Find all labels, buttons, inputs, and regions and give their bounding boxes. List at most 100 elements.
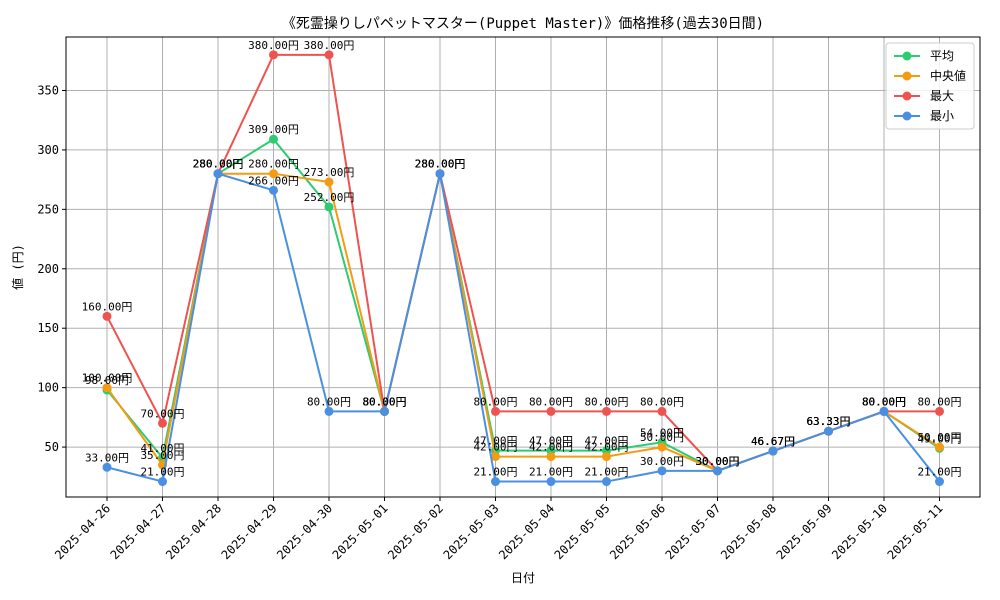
data-label-layer: 98.00円 41.00円 280.00円 309.00円 252.00円 80.00円 2… <box>82 39 962 479</box>
data-label: 63.33円 <box>806 415 850 428</box>
legend-label: 平均 <box>930 49 954 63</box>
data-point <box>269 50 278 60</box>
data-label: 46.67円 <box>751 435 795 448</box>
data-label: 30.00円 <box>695 455 739 468</box>
data-label: 63.33円 <box>806 415 850 428</box>
data-point <box>102 311 112 321</box>
data-point <box>491 406 500 416</box>
data-point <box>935 406 944 416</box>
data-label: 41.00円 <box>140 442 184 455</box>
data-label: 80.00円 <box>862 395 906 408</box>
data-point <box>491 452 500 462</box>
data-label: 280.00円 <box>193 158 244 171</box>
x-axis-label: 日付 <box>511 571 535 585</box>
data-label: 47.00円 <box>584 435 628 448</box>
data-point <box>546 452 556 462</box>
data-label: 70.00円 <box>140 407 184 420</box>
legend-item: 中央値 <box>894 68 966 83</box>
data-label: 280.00円 <box>193 158 244 171</box>
legend-label: 中央値 <box>930 68 966 83</box>
legend-box <box>885 42 975 130</box>
data-point <box>324 177 334 187</box>
data-point <box>324 406 334 416</box>
data-label: 21.00円 <box>473 466 517 479</box>
data-label: 252.00円 <box>304 191 355 204</box>
data-label: 30.00円 <box>695 455 739 468</box>
y-tick-label: 300 <box>37 143 59 157</box>
data-label: 30.00円 <box>695 455 739 468</box>
data-point <box>602 406 611 416</box>
data-label: 63.33円 <box>806 415 850 428</box>
data-label: 280.00円 <box>415 158 466 171</box>
legend-marker <box>902 51 912 61</box>
data-label: 280.00円 <box>193 158 244 171</box>
y-tick-label: 350 <box>37 83 59 97</box>
data-label: 98.00円 <box>85 374 129 387</box>
data-label: 280.00円 <box>415 158 466 171</box>
chart-title: 《死霊操りしパペットマスター(Puppet Master)》価格推移(過去30日… <box>282 16 764 32</box>
data-point <box>935 442 944 452</box>
data-point <box>879 406 889 416</box>
data-label: 273.00円 <box>304 166 355 179</box>
data-label: 49.00円 <box>917 432 961 445</box>
data-label: 63.33円 <box>806 415 850 428</box>
data-label: 80.00円 <box>862 395 906 408</box>
data-label: 80.00円 <box>362 395 406 408</box>
series-layer <box>102 50 944 487</box>
y-tick-label: 50 <box>45 440 59 454</box>
data-label: 42.00円 <box>473 441 517 454</box>
legend-item: 最大 <box>894 89 954 103</box>
legend-marker <box>902 111 912 121</box>
data-label: 46.67円 <box>751 435 795 448</box>
data-point <box>602 477 611 487</box>
data-label: 80.00円 <box>307 395 351 408</box>
y-tick-label: 200 <box>37 262 59 276</box>
data-label: 50.00円 <box>917 431 961 444</box>
data-point <box>269 134 278 144</box>
data-point <box>546 406 556 416</box>
data-label: 280.00円 <box>415 158 466 171</box>
data-label: 309.00円 <box>248 123 299 136</box>
data-point <box>657 442 667 452</box>
plot-frame <box>65 36 981 498</box>
legend-marker <box>902 91 912 101</box>
data-point <box>824 426 833 436</box>
data-point <box>713 466 722 476</box>
grid-layer <box>66 37 980 497</box>
data-point <box>491 477 500 487</box>
series-line <box>106 172 941 483</box>
data-label: 21.00円 <box>917 466 961 479</box>
data-label: 100.00円 <box>82 372 133 385</box>
data-label: 280.00円 <box>415 158 466 171</box>
data-point <box>657 466 667 476</box>
data-label: 21.00円 <box>140 466 184 479</box>
data-point <box>935 477 944 487</box>
data-label: 21.00円 <box>584 466 628 479</box>
data-point <box>602 452 611 462</box>
data-point <box>380 406 389 416</box>
data-point <box>324 50 334 60</box>
data-label: 380.00円 <box>304 39 355 52</box>
data-label: 266.00円 <box>248 174 299 187</box>
legend-label: 最小 <box>930 109 954 123</box>
data-label: 80.00円 <box>362 395 406 408</box>
data-point <box>768 446 778 456</box>
data-label: 47.00円 <box>529 435 573 448</box>
data-point <box>546 477 556 487</box>
data-label: 380.00円 <box>248 39 299 52</box>
legend-item: 平均 <box>894 49 954 63</box>
data-point <box>324 202 334 212</box>
legend-item: 最小 <box>894 109 954 123</box>
data-label: 50.00円 <box>640 431 684 444</box>
data-label: 42.00円 <box>584 441 628 454</box>
data-label: 33.00円 <box>85 451 129 464</box>
data-point <box>102 462 112 472</box>
y-tick-label: 250 <box>37 202 59 216</box>
y-tick-label: 150 <box>37 321 59 335</box>
data-label: 80.00円 <box>862 395 906 408</box>
data-label: 30.00円 <box>695 455 739 468</box>
